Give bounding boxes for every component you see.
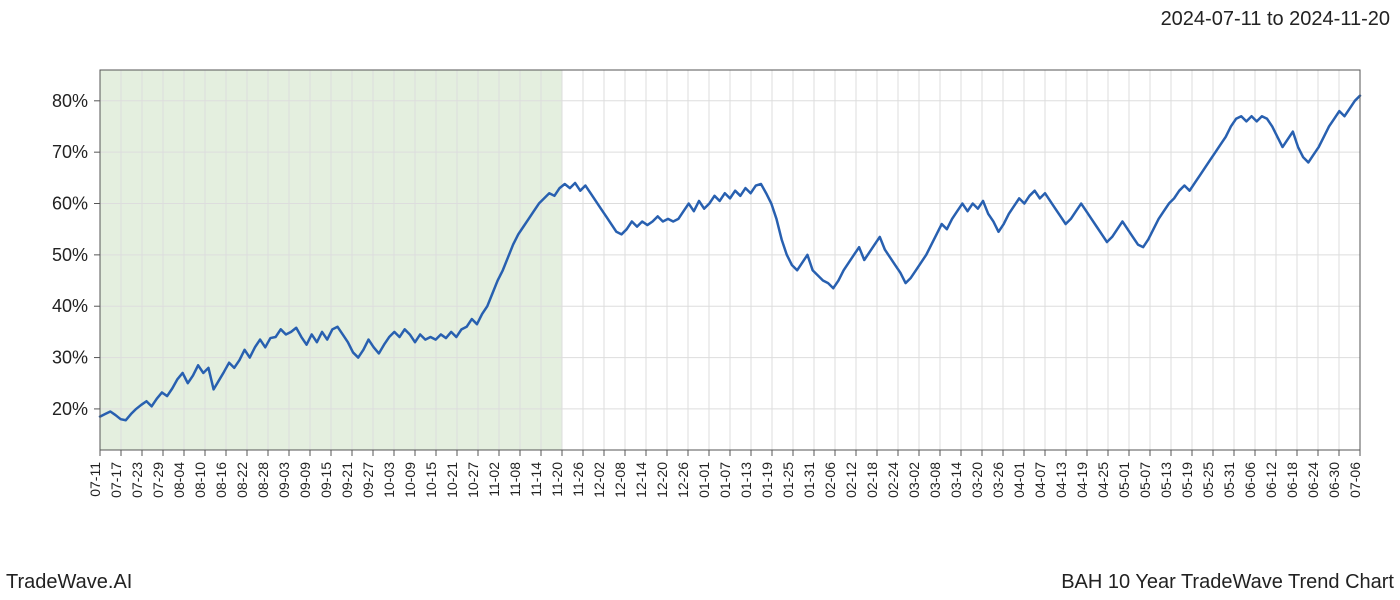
- xtick-label: 08-16: [213, 462, 229, 498]
- xtick-label: 11-20: [549, 462, 565, 497]
- ytick-label: 50%: [52, 245, 88, 265]
- xtick-label: 01-31: [801, 462, 817, 498]
- xtick-label: 03-02: [906, 462, 922, 498]
- xtick-label: 07-17: [108, 462, 124, 498]
- xtick-label: 06-30: [1326, 462, 1342, 498]
- ytick-label: 60%: [52, 194, 88, 214]
- date-range-label: 2024-07-11 to 2024-11-20: [1161, 8, 1390, 31]
- xtick-label: 07-06: [1347, 462, 1363, 498]
- xtick-label: 10-09: [402, 462, 418, 498]
- xtick-label: 04-25: [1095, 462, 1111, 498]
- xtick-label: 10-03: [381, 462, 397, 498]
- xtick-label: 09-27: [360, 462, 376, 498]
- xtick-label: 12-14: [633, 462, 649, 498]
- xtick-label: 04-13: [1053, 462, 1069, 498]
- xtick-label: 01-19: [759, 462, 775, 498]
- xtick-label: 04-01: [1011, 462, 1027, 498]
- xtick-label: 11-14: [528, 462, 544, 497]
- xtick-label: 05-13: [1158, 462, 1174, 498]
- brand-label: TradeWave.AI: [6, 571, 132, 594]
- xtick-label: 05-25: [1200, 462, 1216, 498]
- chart-title: BAH 10 Year TradeWave Trend Chart: [1061, 571, 1394, 594]
- xtick-label: 02-12: [843, 462, 859, 498]
- xtick-label: 07-29: [150, 462, 166, 498]
- xtick-label: 07-11: [87, 462, 103, 497]
- xtick-label: 03-08: [927, 462, 943, 498]
- xtick-label: 09-21: [339, 462, 355, 498]
- xtick-label: 05-19: [1179, 462, 1195, 498]
- xtick-label: 09-15: [318, 462, 334, 498]
- xtick-label: 02-24: [885, 462, 901, 498]
- ytick-label: 80%: [52, 91, 88, 111]
- xtick-label: 01-13: [738, 462, 754, 498]
- ytick-label: 40%: [52, 296, 88, 316]
- xtick-label: 08-22: [234, 462, 250, 498]
- xtick-label: 06-12: [1263, 462, 1279, 498]
- xtick-label: 08-28: [255, 462, 271, 498]
- xtick-label: 12-08: [612, 462, 628, 498]
- xtick-label: 06-06: [1242, 462, 1258, 498]
- xtick-label: 10-27: [465, 462, 481, 498]
- xtick-label: 04-19: [1074, 462, 1090, 498]
- xtick-label: 03-26: [990, 462, 1006, 498]
- xtick-label: 11-26: [570, 462, 586, 497]
- xtick-label: 10-15: [423, 462, 439, 498]
- xtick-label: 05-07: [1137, 462, 1153, 498]
- xtick-label: 07-23: [129, 462, 145, 498]
- xtick-label: 08-10: [192, 462, 208, 498]
- xtick-label: 02-18: [864, 462, 880, 498]
- xtick-label: 04-07: [1032, 462, 1048, 498]
- xtick-label: 09-03: [276, 462, 292, 498]
- ytick-label: 30%: [52, 348, 88, 368]
- xtick-label: 09-09: [297, 462, 313, 498]
- xtick-label: 01-25: [780, 462, 796, 498]
- xtick-label: 05-01: [1116, 462, 1132, 498]
- xtick-label: 12-02: [591, 462, 607, 498]
- chart-area: 20% 30% 40% 50% 60% 70% 80% 07-11 07-17 07-23 07-2…: [0, 40, 1400, 560]
- xtick-label: 12-20: [654, 462, 670, 498]
- xtick-label: 01-07: [717, 462, 733, 498]
- xtick-label: 11-08: [507, 462, 523, 497]
- trend-chart-svg: 20% 30% 40% 50% 60% 70% 80% 07-11 07-17 07-23 07-2…: [0, 40, 1400, 560]
- xtick-label: 01-01: [696, 462, 712, 498]
- xtick-label: 05-31: [1221, 462, 1237, 498]
- xtick-label: 11-02: [486, 462, 502, 497]
- xtick-label: 06-24: [1305, 462, 1321, 498]
- xtick-label: 08-04: [171, 462, 187, 498]
- xtick-label: 10-21: [444, 462, 460, 498]
- xtick-label: 12-26: [675, 462, 691, 498]
- xtick-label: 06-18: [1284, 462, 1300, 498]
- xtick-label: 03-20: [969, 462, 985, 498]
- xtick-label: 03-14: [948, 462, 964, 498]
- ytick-label: 20%: [52, 399, 88, 419]
- ytick-label: 70%: [52, 142, 88, 162]
- xtick-label: 02-06: [822, 462, 838, 498]
